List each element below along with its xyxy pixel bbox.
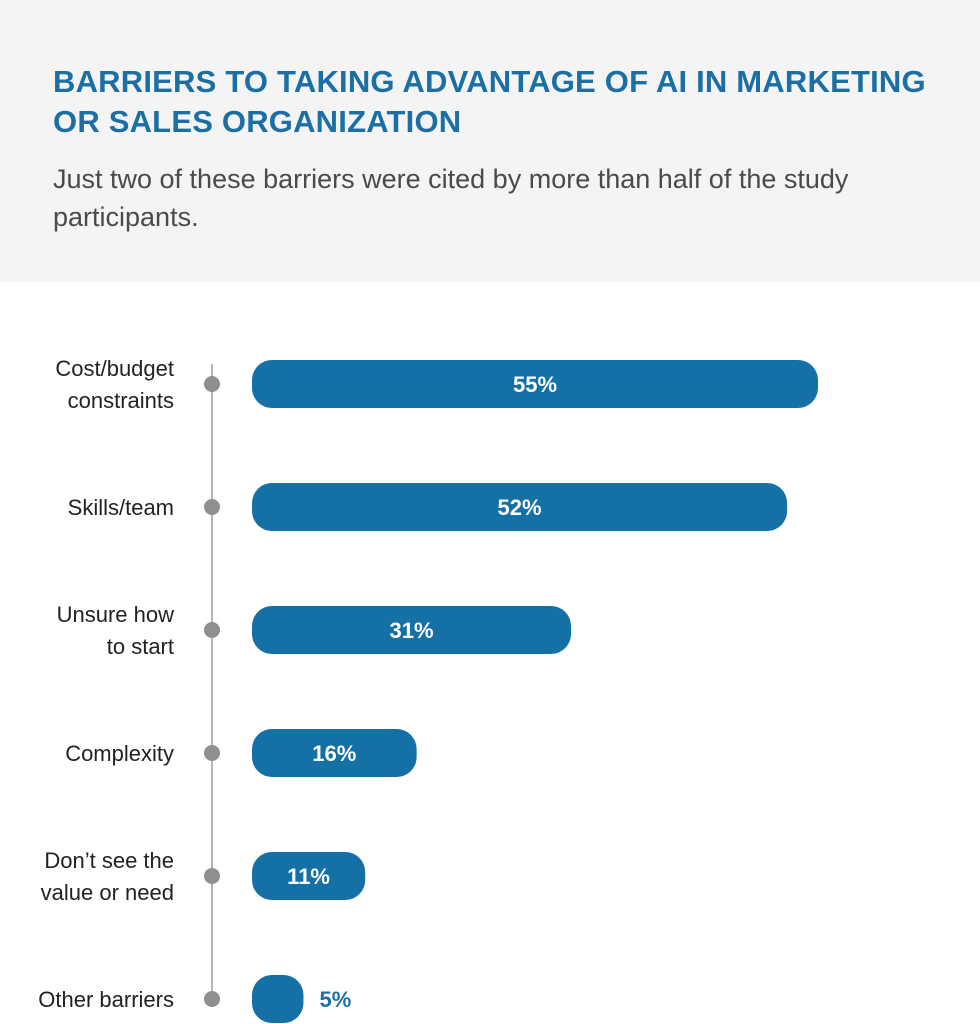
- chart-subtitle: Just two of these barriers were cited by…: [53, 164, 849, 232]
- category-label-line: Other barriers: [38, 987, 174, 1012]
- category-label: Don’t see the value or need: [41, 848, 174, 905]
- category-label: Skills/team: [68, 495, 174, 520]
- header-panel: BARRIERS TO TAKING ADVANTAGE OF AI IN MA…: [0, 0, 980, 282]
- axis-dot: [204, 868, 220, 884]
- data-label: 5%: [319, 987, 351, 1012]
- category-label: Cost/budget constraints: [55, 356, 174, 413]
- axis-dot: [204, 499, 220, 515]
- bar: [252, 852, 366, 900]
- bar-chart: 55% Cost/budget constraints 52% Skills/team 3…: [38, 356, 818, 1023]
- data-label: 52%: [498, 495, 542, 520]
- category-label-line: Don’t see the: [44, 848, 174, 873]
- bar: [252, 360, 818, 408]
- category-label: Unsure how to start: [57, 602, 175, 659]
- category-label: Other barriers: [38, 987, 174, 1012]
- data-label: 55%: [513, 372, 557, 397]
- category-label-line: Unsure how: [57, 602, 175, 627]
- bar: [252, 606, 572, 654]
- category-label-line: Cost/budget: [55, 356, 174, 381]
- axis-dot: [204, 622, 220, 638]
- category-label-line: Skills/team: [68, 495, 174, 520]
- data-label: 11%: [287, 864, 330, 889]
- axis-dot: [204, 376, 220, 392]
- category-label-line: constraints: [68, 388, 174, 413]
- category-label-line: to start: [107, 634, 174, 659]
- chart-title: BARRIERS TO TAKING ADVANTAGE OF AI IN MA…: [53, 64, 926, 139]
- category-label-line: value or need: [41, 880, 174, 905]
- data-label: 16%: [312, 741, 356, 766]
- data-label: 31%: [389, 618, 433, 643]
- category-label-line: Complexity: [65, 741, 174, 766]
- axis-dot: [204, 991, 220, 1007]
- bar: [252, 975, 304, 1023]
- bar: [252, 729, 417, 777]
- category-label: Complexity: [65, 741, 174, 766]
- bar: [252, 483, 788, 531]
- axis-dot: [204, 745, 220, 761]
